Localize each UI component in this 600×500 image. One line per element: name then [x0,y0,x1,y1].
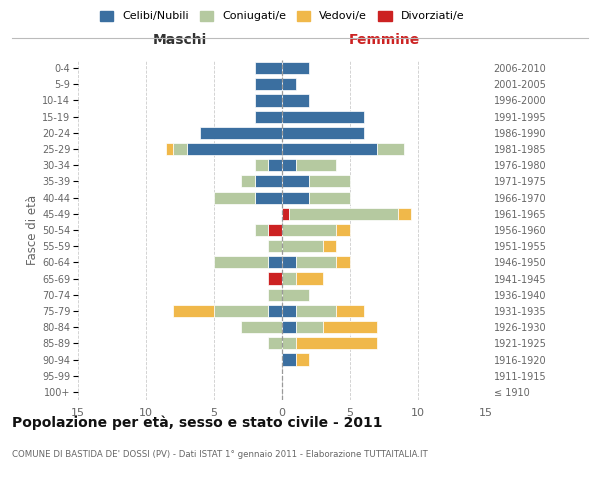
Bar [255,224,268,236]
Bar [282,159,296,172]
Bar [377,143,404,155]
Text: Popolazione per età, sesso e stato civile - 2011: Popolazione per età, sesso e stato civil… [12,415,383,430]
Bar [241,176,255,188]
Bar [282,78,296,90]
Text: COMUNE DI BASTIDA DE' DOSSI (PV) - Dati ISTAT 1° gennaio 2011 - Elaborazione TUT: COMUNE DI BASTIDA DE' DOSSI (PV) - Dati … [12,450,428,459]
Legend: Celibi/Nubili, Coniugati/e, Vedovi/e, Divorziati/e: Celibi/Nubili, Coniugati/e, Vedovi/e, Di… [100,10,464,22]
Text: Maschi: Maschi [153,33,207,47]
Bar [337,305,364,317]
Bar [282,240,323,252]
Bar [296,321,323,333]
Bar [282,176,309,188]
Bar [282,272,296,284]
Bar [282,62,309,74]
Bar [309,192,350,203]
Bar [282,192,309,203]
Bar [255,192,282,203]
Bar [255,62,282,74]
Bar [268,305,282,317]
Bar [173,305,214,317]
Bar [289,208,398,220]
Bar [282,305,296,317]
Bar [214,305,268,317]
Bar [282,94,309,106]
Bar [166,143,173,155]
Bar [268,240,282,252]
Bar [323,240,337,252]
Bar [255,159,268,172]
Bar [337,224,350,236]
Bar [187,143,282,155]
Bar [268,338,282,349]
Bar [241,321,282,333]
Text: Femmine: Femmine [349,33,419,47]
Bar [282,338,296,349]
Bar [255,78,282,90]
Bar [268,288,282,301]
Bar [268,256,282,268]
Bar [296,354,309,366]
Bar [282,288,309,301]
Bar [200,127,282,139]
Bar [268,224,282,236]
Bar [296,159,337,172]
Bar [268,272,282,284]
Bar [323,321,377,333]
Bar [296,338,377,349]
Bar [268,159,282,172]
Bar [282,208,289,220]
Bar [282,321,296,333]
Bar [296,305,337,317]
Bar [255,176,282,188]
Bar [282,127,364,139]
Bar [282,110,364,122]
Bar [214,192,255,203]
Bar [282,256,296,268]
Bar [398,208,411,220]
Y-axis label: Fasce di età: Fasce di età [26,195,39,265]
Bar [255,110,282,122]
Bar [337,256,350,268]
Bar [282,224,337,236]
Bar [296,256,337,268]
Bar [173,143,187,155]
Bar [296,272,323,284]
Bar [282,143,377,155]
Bar [255,94,282,106]
Bar [214,256,268,268]
Bar [282,354,296,366]
Bar [309,176,350,188]
